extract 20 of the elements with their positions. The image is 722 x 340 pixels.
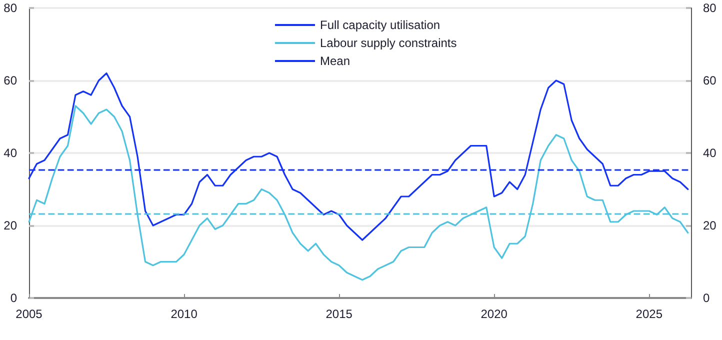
y2-tick-label: 60 — [703, 74, 717, 88]
legend-label: Full capacity utilisation — [320, 18, 440, 32]
line-series — [28, 105, 689, 281]
x-tick-label: 2015 — [326, 307, 353, 321]
y2-tick-label: 40 — [703, 146, 717, 160]
line-series — [28, 72, 689, 241]
legend-label: Labour supply constraints — [320, 36, 457, 50]
y-tick-label: 40 — [4, 146, 18, 160]
x-tick-label: 2010 — [170, 307, 198, 321]
y2-tick-label: 80 — [703, 1, 717, 15]
y2-tick-label: 20 — [703, 218, 717, 232]
x-tick-label: 2020 — [480, 307, 508, 321]
y2-tick-label: 0 — [703, 291, 710, 305]
y-tick-label: 20 — [4, 218, 18, 232]
x-tick-label: 2005 — [16, 307, 43, 321]
legend-label: Mean — [320, 54, 350, 68]
y-tick-label: 80 — [4, 1, 18, 15]
x-tick-label: 2025 — [636, 307, 663, 321]
y-tick-label: 60 — [4, 74, 18, 88]
y-tick-label: 0 — [10, 291, 18, 305]
